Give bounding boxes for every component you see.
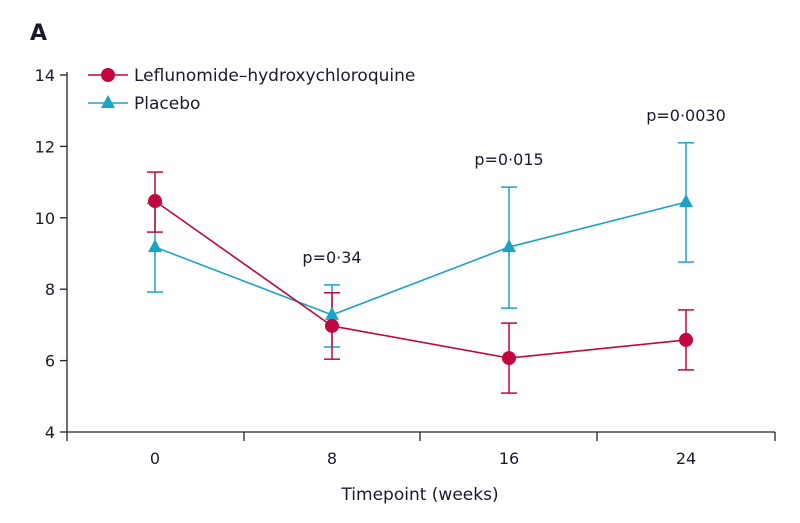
x-tick-label: 16 bbox=[499, 449, 519, 468]
p-value-annotation: p=0·34 bbox=[302, 248, 361, 267]
y-tick-label: 14 bbox=[35, 66, 55, 85]
data-point bbox=[502, 351, 516, 366]
y-tick-label: 4 bbox=[45, 423, 55, 442]
x-axis-label: Timepoint (weeks) bbox=[340, 485, 498, 505]
data-point bbox=[502, 239, 516, 253]
legend: Leflunomide–hydroxychloroquine Placebo bbox=[88, 66, 415, 114]
legend-marker bbox=[101, 95, 115, 108]
panel-label: A bbox=[30, 21, 47, 46]
y-tick-label: 12 bbox=[35, 137, 55, 156]
y-tick-label: 6 bbox=[45, 352, 55, 371]
data-point bbox=[679, 332, 693, 347]
data-point bbox=[325, 318, 339, 333]
legend-label: Placebo bbox=[134, 94, 200, 114]
p-value-annotation: p=0·015 bbox=[474, 150, 543, 169]
data-point bbox=[148, 239, 162, 253]
legend-marker bbox=[101, 68, 115, 82]
series-line-placebo bbox=[154, 201, 687, 316]
y-tick-label: 10 bbox=[35, 209, 55, 228]
x-tick-label: 24 bbox=[676, 449, 696, 468]
x-tick-label: 8 bbox=[327, 449, 337, 468]
data-point bbox=[325, 306, 339, 320]
y-tick-label: 8 bbox=[45, 280, 55, 299]
data-point bbox=[148, 194, 162, 209]
data-point bbox=[679, 194, 693, 208]
legend-label: Leflunomide–hydroxychloroquine bbox=[134, 66, 415, 86]
series-line-leflunomide bbox=[154, 200, 687, 359]
x-tick-label: 0 bbox=[150, 449, 160, 468]
p-value-annotation: p=0·0030 bbox=[646, 106, 726, 125]
